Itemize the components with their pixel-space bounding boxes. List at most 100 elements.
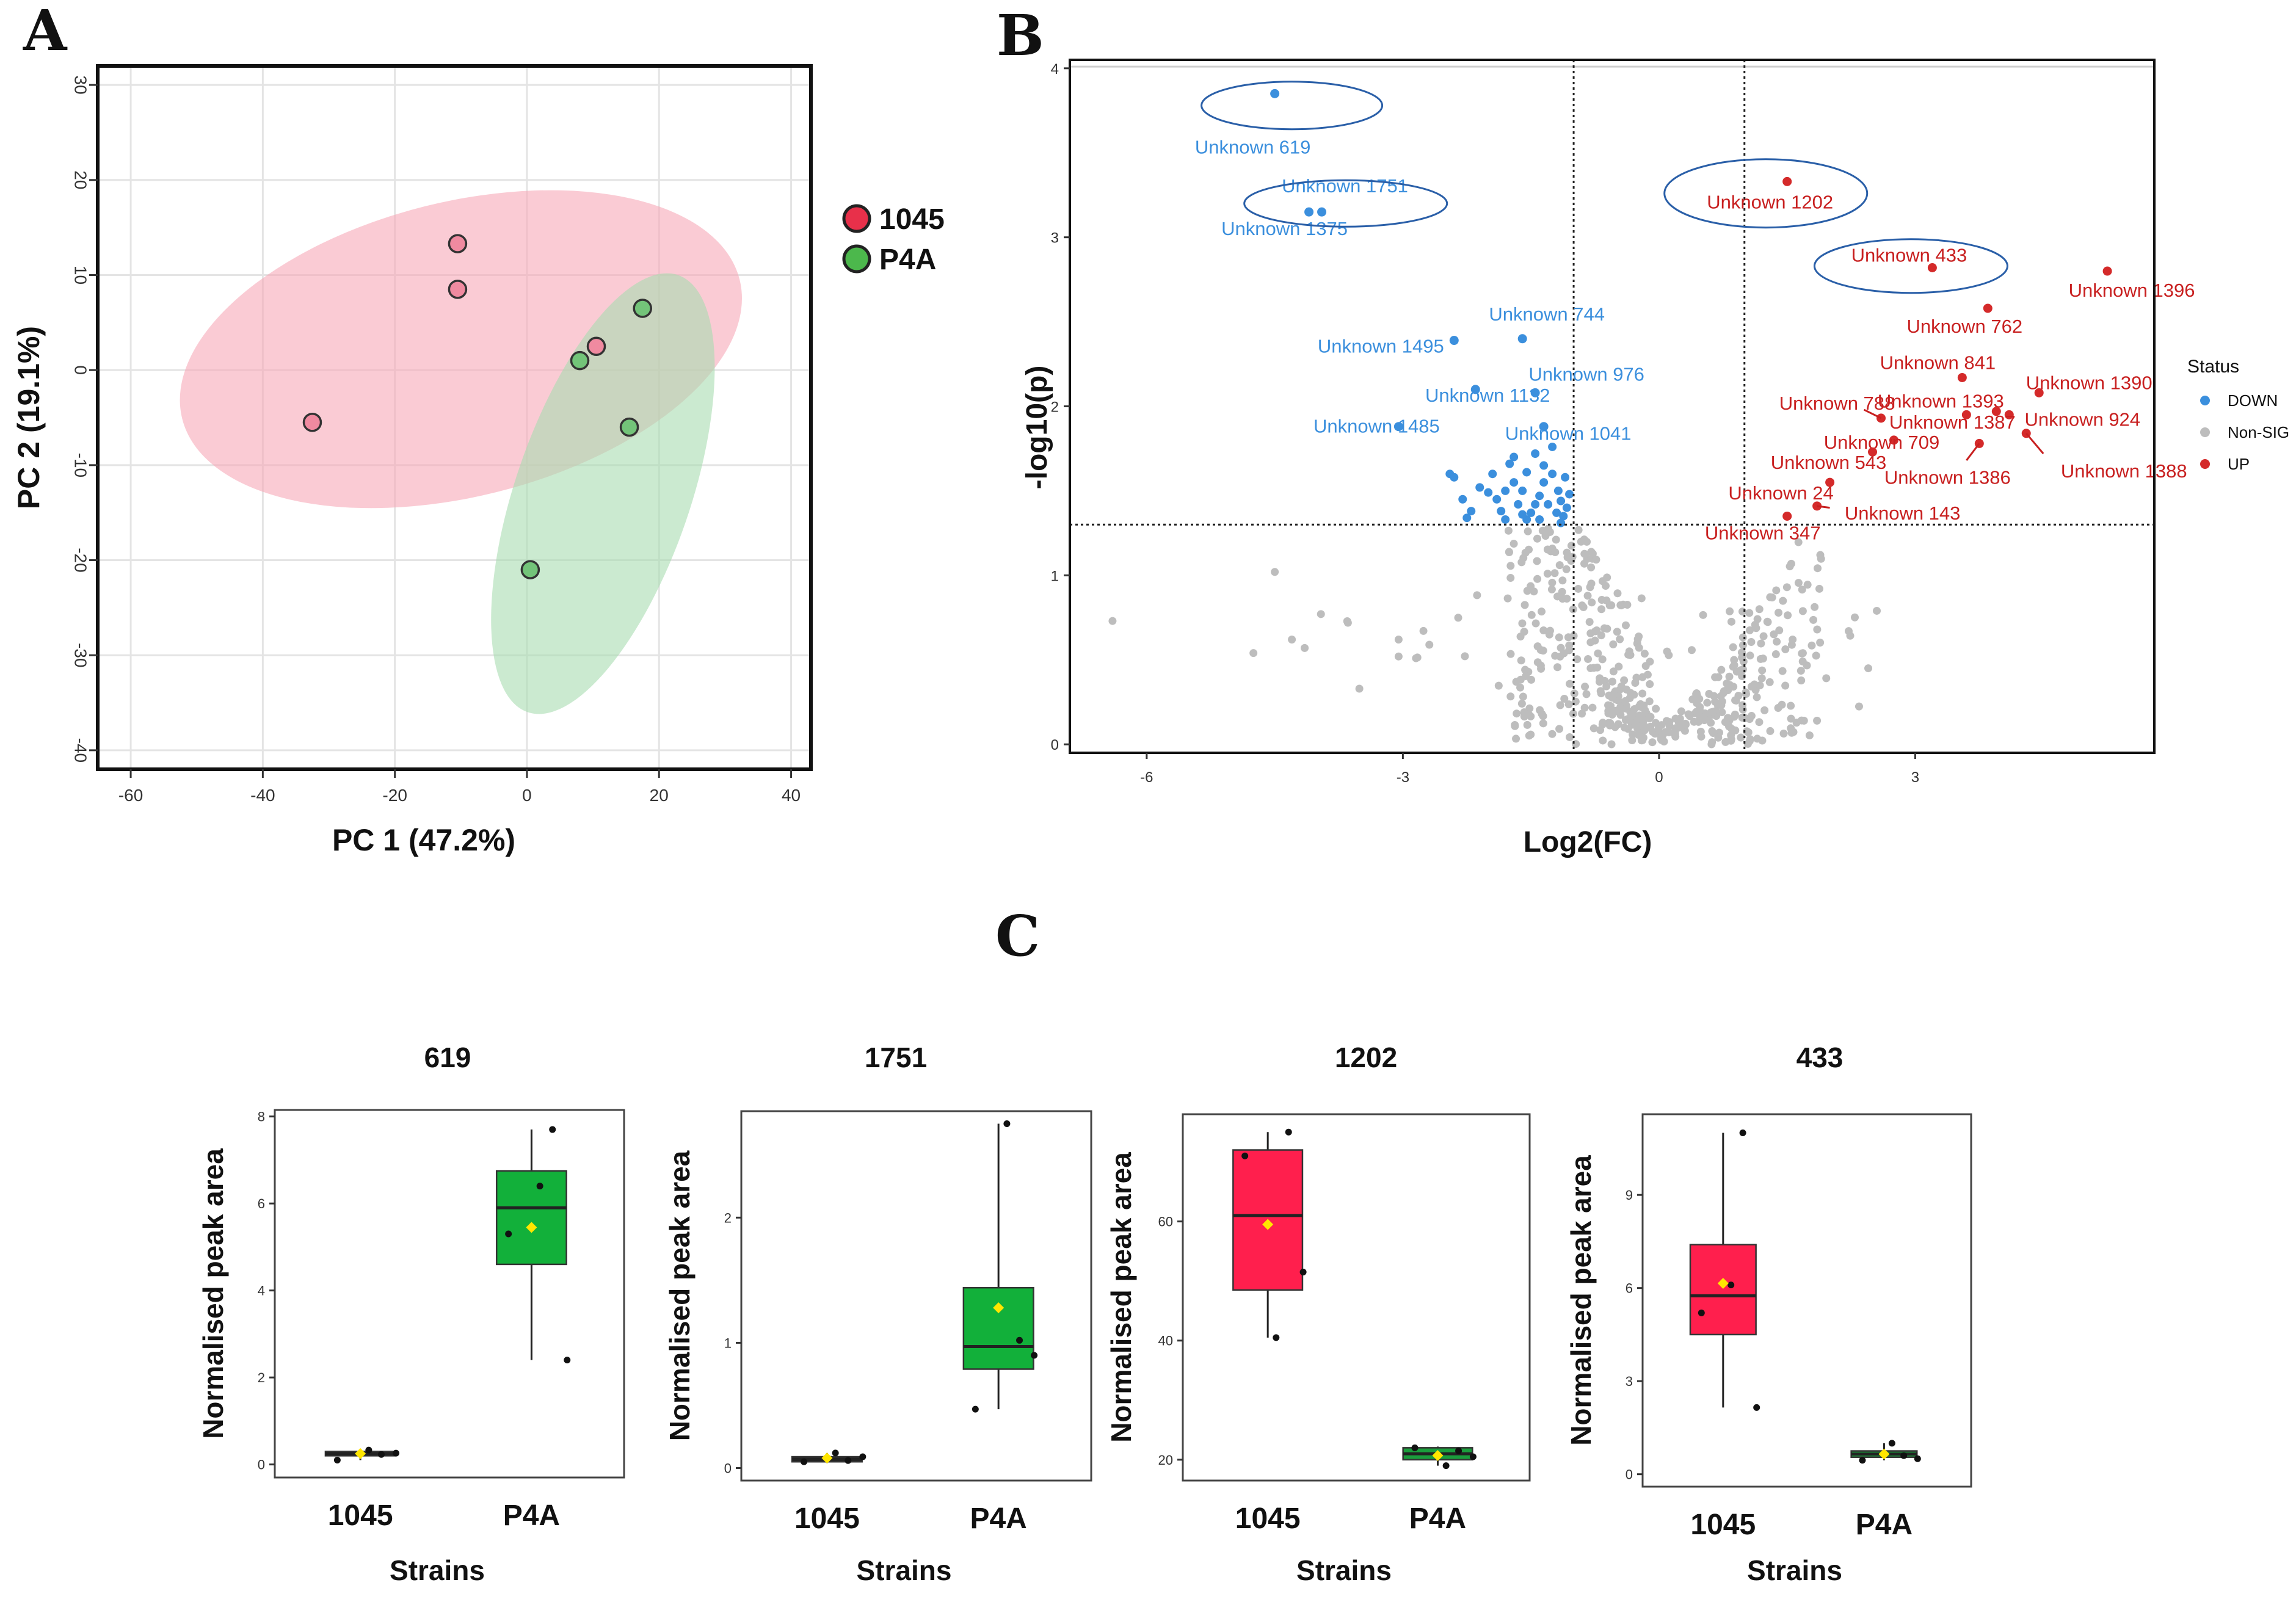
sample-point [1016, 1336, 1023, 1344]
sample-point [536, 1183, 543, 1190]
down-point [1539, 422, 1549, 432]
sample-point [801, 1458, 808, 1465]
panel-label-b: B [997, 2, 1044, 68]
nonsig-point [1640, 650, 1649, 658]
nonsig-point [1547, 585, 1556, 593]
y-tick-label: 2 [1051, 399, 1059, 416]
mean-marker [1432, 1450, 1444, 1462]
nonsig-point [1621, 621, 1630, 629]
nonsig-point [1599, 720, 1607, 728]
nonsig-point [1756, 654, 1765, 663]
nonsig-point [1782, 583, 1791, 592]
nonsig-point [1520, 708, 1528, 717]
nonsig-point [1759, 632, 1768, 640]
nonsig-point [1521, 665, 1530, 674]
down-point [1565, 490, 1574, 499]
y-tick-label: 2 [258, 1370, 265, 1385]
nonsig-point [1545, 630, 1553, 639]
nonsig-point [1639, 733, 1648, 742]
nonsig-point [1343, 618, 1352, 627]
nonsig-point [1533, 658, 1542, 667]
sample-point [377, 1451, 385, 1458]
nonsig-point [1597, 596, 1606, 604]
plot-area [1070, 60, 2154, 753]
nonsig-point [1773, 637, 1781, 646]
nonsig-point [1781, 681, 1790, 690]
nonsig-point [1758, 666, 1767, 675]
nonsig-point [1609, 667, 1618, 676]
down-point [1449, 336, 1459, 346]
down-label: Unknown 1485 [1313, 416, 1440, 437]
mean-marker [821, 1452, 833, 1464]
up-label: Unknown 433 [1851, 245, 1967, 266]
pca-point-P4A [570, 350, 590, 371]
down-point [1393, 422, 1403, 432]
nonsig-point [1692, 689, 1701, 697]
down-point [1522, 468, 1531, 477]
nonsig-point [1108, 617, 1117, 625]
nonsig-point [1551, 651, 1560, 660]
x-tick-label: 20 [650, 786, 669, 805]
x-category-label: 1045 [1235, 1503, 1301, 1535]
nonsig-point [1742, 690, 1750, 698]
nonsig-point [1425, 640, 1434, 649]
nonsig-point [1558, 595, 1567, 603]
sample-point [1900, 1452, 1908, 1459]
nonsig-point [1641, 662, 1650, 670]
nonsig-point [1519, 692, 1527, 701]
nonsig-point [1697, 732, 1706, 741]
y-tick-label: -20 [71, 548, 90, 572]
nonsig-point [1613, 628, 1621, 636]
down-point [1527, 508, 1536, 517]
nonsig-point [1558, 587, 1566, 596]
nonsig-point [1718, 708, 1726, 717]
legend-marker-down [2200, 396, 2210, 405]
y-tick-label: 60 [1158, 1214, 1173, 1230]
nonsig-point [1709, 729, 1718, 738]
up-point [2034, 388, 2044, 397]
nonsig-point [1816, 639, 1825, 647]
nonsig-point [1747, 682, 1756, 691]
up-point [1889, 435, 1898, 445]
sample-point [1888, 1440, 1895, 1447]
plot-title: 1202 [1335, 1042, 1397, 1073]
nonsig-point [1536, 706, 1544, 714]
nonsig-point [1556, 701, 1564, 709]
down-point [1548, 442, 1557, 451]
down-point [1317, 207, 1327, 217]
y-axis-title: Normalised peak area [1565, 1155, 1597, 1446]
x-tick-label: -6 [1140, 769, 1153, 786]
nonsig-point [1747, 637, 1756, 646]
sample-point [365, 1446, 372, 1454]
nonsig-point [1611, 706, 1620, 715]
nonsig-point [1539, 712, 1547, 720]
nonsig-point [1851, 613, 1859, 622]
nonsig-point [1735, 668, 1744, 676]
down-point [1518, 486, 1527, 495]
sample-point [1914, 1455, 1921, 1462]
nonsig-point [1566, 733, 1574, 741]
up-point [1825, 477, 1835, 487]
nonsig-point [1586, 664, 1595, 672]
up-point [1927, 263, 1937, 272]
nonsig-point [1724, 714, 1732, 722]
y-tick-label: 20 [71, 170, 90, 189]
sample-point [832, 1449, 839, 1457]
nonsig-point [1693, 699, 1701, 708]
down-point [1562, 503, 1571, 512]
nonsig-point [1638, 714, 1646, 723]
x-tick-label: 0 [522, 786, 532, 805]
nonsig-point [1574, 584, 1583, 593]
nonsig-point [1695, 707, 1704, 716]
legend-label-non-sig: Non-SIG [2228, 423, 2289, 441]
up-point [1782, 176, 1792, 186]
up-label: Unknown 762 [1907, 316, 2023, 337]
y-tick-label: 3 [1051, 230, 1059, 247]
nonsig-point [1394, 652, 1403, 661]
nonsig-point [1645, 697, 1654, 706]
nonsig-point [1588, 598, 1596, 607]
down-point [1559, 512, 1568, 521]
up-point [2102, 266, 2112, 276]
nonsig-point [1737, 733, 1745, 742]
mean-marker [993, 1302, 1005, 1313]
